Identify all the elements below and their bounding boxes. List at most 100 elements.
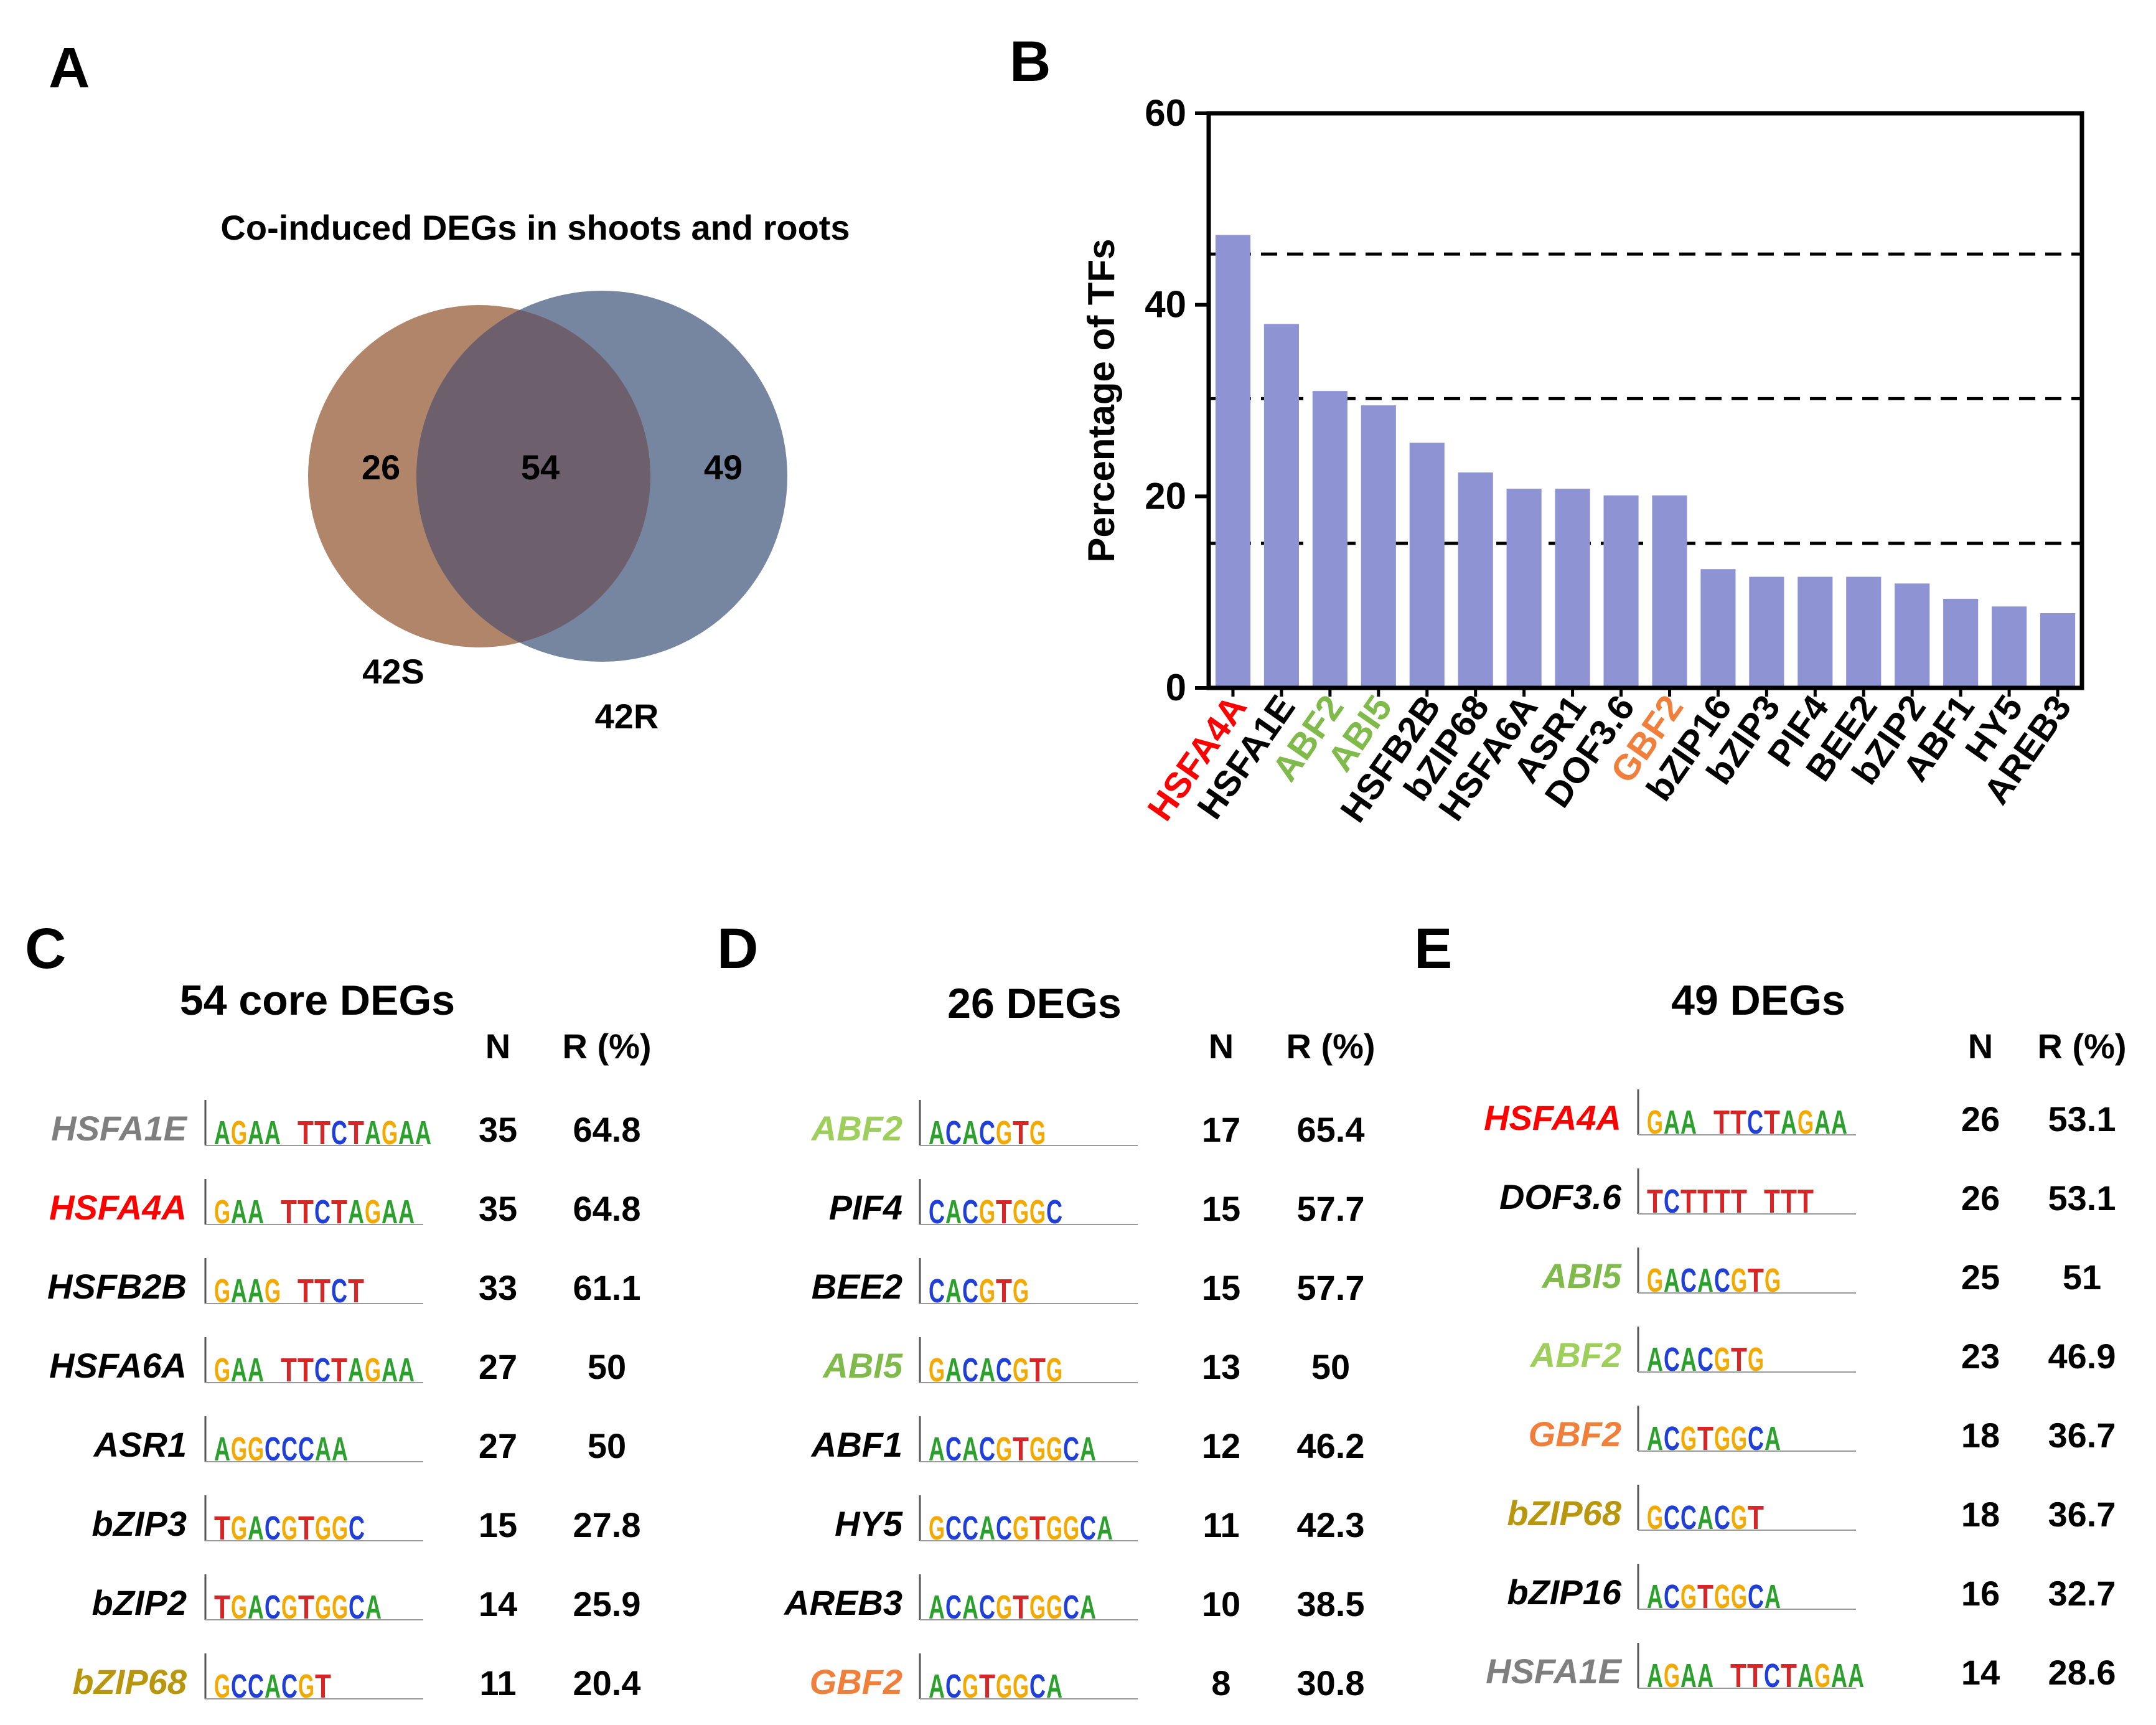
venn-diagram: Co-induced DEGs in shoots and roots 26 5…	[220, 208, 850, 736]
panel-label-a: A	[49, 36, 90, 100]
logo-letter: C	[1063, 1431, 1079, 1468]
logo-letter: C	[945, 1510, 962, 1547]
value-r: 36.7	[2048, 1495, 2116, 1534]
column-header-n: N	[1209, 1027, 1234, 1066]
logo-letter: C	[265, 1431, 281, 1468]
tf-name: ABF2	[1529, 1335, 1621, 1375]
logo-letter: G	[281, 1589, 298, 1626]
bar-hsfa1e	[1263, 324, 1299, 688]
logo-letter: T	[298, 1351, 314, 1389]
logo-letter: A	[365, 1589, 382, 1626]
logo-letter: A	[979, 1510, 995, 1547]
logo-letter: A	[248, 1114, 264, 1152]
logo-letter: A	[382, 1193, 398, 1231]
table-row: HSFA1E A G A A T T C T A G A A 35 64.8	[51, 1100, 641, 1152]
value-r: 57.7	[1297, 1268, 1365, 1307]
logo-letter: A	[248, 1351, 264, 1389]
venn-overlap-region	[416, 305, 650, 647]
bar-areb3	[2040, 613, 2076, 688]
logo-letter: G	[1029, 1114, 1046, 1152]
logo-letter: A	[382, 1351, 398, 1389]
tf-name: ABI5	[1540, 1256, 1621, 1295]
panel-label-e: E	[1414, 917, 1452, 980]
logo-letter: C	[281, 1668, 298, 1705]
bar-hsfb2b	[1409, 443, 1445, 688]
bar-abf2	[1312, 391, 1348, 688]
logo-letter: T	[298, 1193, 314, 1231]
logo-letter: T	[348, 1272, 364, 1310]
value-r: 50	[588, 1426, 626, 1465]
logo-letter: G	[231, 1589, 247, 1626]
logo-letter: G	[1814, 1657, 1830, 1694]
logo-letter: G	[248, 1431, 264, 1468]
logo-letter: G	[1731, 1578, 1747, 1615]
value-r: 53.1	[2048, 1099, 2116, 1139]
logo-letter: A	[1664, 1104, 1680, 1141]
logo-letter: A	[248, 1510, 264, 1547]
tf-name: BEE2	[812, 1267, 902, 1306]
logo-letter: A	[248, 1589, 264, 1626]
logo-letter: T	[1013, 1114, 1029, 1152]
logo-letter: C	[945, 1589, 962, 1626]
value-n: 27	[479, 1347, 517, 1386]
value-r: 28.6	[2048, 1653, 2116, 1692]
logo-letter: G	[1013, 1193, 1029, 1231]
column-header-n: N	[485, 1027, 510, 1066]
logo-letter: T	[315, 1668, 331, 1705]
logo-letter: C	[281, 1431, 298, 1468]
logo-letter: G	[231, 1510, 247, 1547]
bar-hy5	[1992, 606, 2027, 688]
tf-name: HSFA1E	[51, 1109, 187, 1148]
y-axis-label: Percentage of TFs	[1080, 238, 1122, 562]
logo-letter: G	[979, 1193, 995, 1231]
logo-letter: T	[298, 1272, 314, 1310]
logo-letter: C	[1714, 1499, 1730, 1536]
table-title: 26 DEGs	[947, 980, 1122, 1027]
value-r: 42.3	[1297, 1505, 1365, 1544]
logo-letter: C	[331, 1272, 347, 1310]
logo-letter: A	[1647, 1341, 1663, 1378]
tf-name: bZIP2	[92, 1583, 187, 1622]
logo-letter: A	[1697, 1657, 1713, 1694]
table-row: DOF3.6 T C T T T T T T T 26 53.1	[1499, 1168, 2116, 1220]
tf-name: GBF2	[1529, 1414, 1621, 1454]
logo-letter: C	[314, 1351, 330, 1389]
logo-letter: A	[1697, 1262, 1713, 1299]
logo-letter: A	[1831, 1657, 1847, 1694]
logo-letter: T	[1764, 1104, 1780, 1141]
logo-letter: T	[1647, 1183, 1663, 1220]
logo-letter: G	[1731, 1499, 1747, 1536]
logo-letter: A	[231, 1272, 247, 1310]
column-header-r: R (%)	[562, 1027, 651, 1066]
tf-name: bZIP68	[72, 1662, 187, 1701]
logo-letter: A	[398, 1193, 415, 1231]
logo-letter: A	[1647, 1578, 1663, 1615]
logo-letter: T	[1748, 1262, 1764, 1299]
logo-letter: T	[996, 1272, 1012, 1310]
logo-letter: T	[314, 1272, 330, 1310]
value-r: 53.1	[2048, 1178, 2116, 1218]
logo-letter: T	[1697, 1183, 1713, 1220]
logo-letter: A	[365, 1114, 381, 1152]
table-row: HSFA6A G A A T T C T A G A A 27 50	[49, 1337, 626, 1389]
value-n: 26	[1961, 1099, 2000, 1139]
logo-letter: C	[265, 1589, 281, 1626]
logo-letter: G	[281, 1510, 298, 1547]
value-r: 30.8	[1297, 1663, 1365, 1703]
logo-letter: G	[1046, 1510, 1062, 1547]
table-row: HSFA4A G A A T T C T A G A A 26 53.1	[1484, 1089, 2116, 1141]
table-title: 54 core DEGs	[180, 977, 455, 1024]
logo-letter: G	[231, 1431, 247, 1468]
value-r: 61.1	[573, 1268, 641, 1307]
value-n: 27	[479, 1426, 517, 1465]
y-tick-label: 40	[1145, 284, 1186, 326]
bar-asr1	[1555, 489, 1590, 688]
table-row: ABI5 G A C A C G T G 25 51	[1540, 1248, 2101, 1299]
logo-letter: G	[382, 1114, 398, 1152]
logo-letter: A	[1765, 1420, 1781, 1457]
value-r: 46.9	[2048, 1337, 2116, 1376]
logo-letter: A	[1680, 1104, 1697, 1141]
